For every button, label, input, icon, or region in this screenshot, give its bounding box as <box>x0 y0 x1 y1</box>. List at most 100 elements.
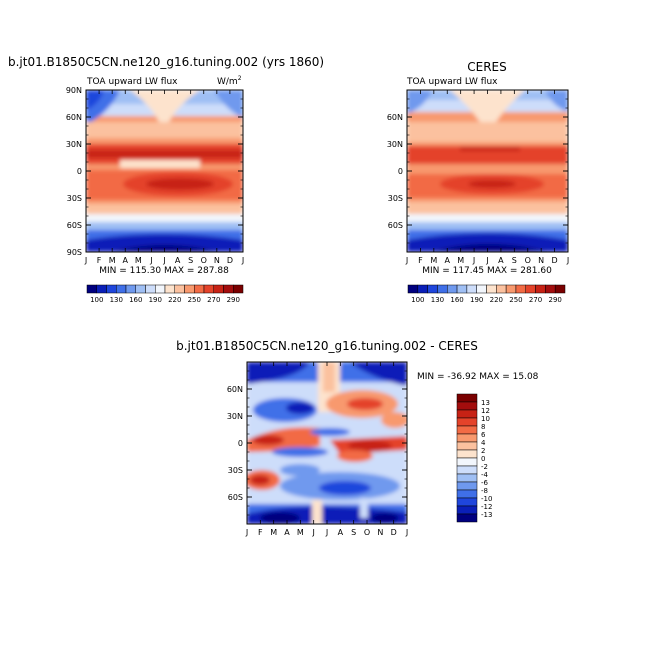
x-tick-label: A <box>123 256 129 265</box>
colorbar-swatch <box>456 393 478 403</box>
panel-difference: b.jt01.B1850C5CN.ne120_g16.tuning.002 - … <box>176 339 539 537</box>
x-tick-label: A <box>175 256 181 265</box>
colorbar-swatch <box>456 513 478 523</box>
x-tick-label: J <box>162 256 165 265</box>
x-tick-label: J <box>485 256 488 265</box>
panel-model-units: W/m2 <box>217 75 242 87</box>
x-tick-label: J <box>405 528 408 537</box>
colorbar-swatch <box>456 497 478 507</box>
x-tick-label: A <box>498 256 504 265</box>
y-tick-label: 0 <box>238 439 243 448</box>
x-tick-label: N <box>214 256 220 265</box>
panel-model-stats: MIN = 115.30 MAX = 287.88 <box>99 266 229 276</box>
colorbar-swatch <box>545 284 556 294</box>
x-tick-label: O <box>364 528 370 537</box>
colorbar-label: 100 <box>90 296 103 304</box>
y-tick-label: 60S <box>228 493 243 502</box>
y-tick-label: 30S <box>388 194 403 203</box>
colorbar-label: 130 <box>431 296 444 304</box>
colorbar-swatch <box>233 284 244 294</box>
x-tick-label: F <box>97 256 102 265</box>
y-tick-label: 0 <box>398 167 403 176</box>
colorbar-swatch <box>525 284 536 294</box>
colorbar-swatch <box>496 284 507 294</box>
colorbar-label: -12 <box>481 503 492 511</box>
colorbar-label: 8 <box>481 423 485 431</box>
colorbar-label: 220 <box>490 296 503 304</box>
colorbar-label: 220 <box>168 296 181 304</box>
colorbar-label: 10 <box>481 415 490 423</box>
colorbar-label: 250 <box>188 296 201 304</box>
y-tick-label: 60S <box>67 221 82 230</box>
y-tick-label: 30S <box>67 194 82 203</box>
colorbar-swatch <box>427 284 438 294</box>
colorbar-label: 4 <box>481 439 486 447</box>
colorbar-swatch <box>554 284 566 294</box>
colorbar-swatch <box>213 284 224 294</box>
colorbar-label: 130 <box>110 296 123 304</box>
colorbar-swatch <box>505 284 517 294</box>
y-tick-label: 30N <box>387 140 403 149</box>
colorbar-swatch <box>456 409 478 419</box>
x-tick-label: J <box>84 256 87 265</box>
y-tick-label: 30N <box>227 412 243 421</box>
x-tick-label: M <box>297 528 304 537</box>
colorbar-label: 160 <box>450 296 463 304</box>
colorbar-swatch <box>456 481 478 491</box>
panel-model-colorbar: 100 130 160 190 220 250 270 290 <box>86 284 244 304</box>
colorbar-label: -8 <box>481 487 488 495</box>
colorbar-swatch <box>437 284 448 294</box>
x-tick-label: M <box>135 256 142 265</box>
x-tick-label: A <box>445 256 451 265</box>
colorbar-label: 12 <box>481 407 490 415</box>
x-tick-label: S <box>351 528 356 537</box>
x-tick-label: J <box>245 528 248 537</box>
colorbar-swatch <box>164 284 175 294</box>
x-tick-label: O <box>201 256 207 265</box>
colorbar-swatch <box>456 441 478 451</box>
y-tick-label: 90S <box>67 248 82 257</box>
x-tick-label: J <box>149 256 152 265</box>
x-tick-label: J <box>472 256 475 265</box>
x-tick-label: N <box>538 256 544 265</box>
colorbar-swatch <box>86 284 97 294</box>
panel-ceres-stats: MIN = 117.45 MAX = 281.60 <box>422 266 552 276</box>
y-tick-label: 0 <box>77 167 82 176</box>
panel-model-title: b.jt01.B1850C5CN.ne120_g16.tuning.002 (y… <box>8 55 324 69</box>
panel-difference-field <box>247 362 407 524</box>
colorbar-swatch <box>456 449 478 459</box>
colorbar-swatch <box>535 284 546 294</box>
colorbar-label: 2 <box>481 447 485 455</box>
colorbar-label: 250 <box>509 296 522 304</box>
x-tick-label: J <box>325 528 328 537</box>
x-tick-label: S <box>512 256 517 265</box>
y-tick-label: 60N <box>66 113 82 122</box>
x-tick-label: J <box>566 256 569 265</box>
x-tick-label: D <box>551 256 557 265</box>
colorbar-swatch <box>456 425 478 435</box>
colorbar-swatch <box>106 284 117 294</box>
y-tick-label: 60S <box>388 221 403 230</box>
x-tick-label: F <box>418 256 423 265</box>
colorbar-swatch <box>456 465 478 475</box>
colorbar-label: 290 <box>227 296 240 304</box>
colorbar-swatch <box>456 457 478 467</box>
x-tick-label: D <box>227 256 233 265</box>
x-tick-label: F <box>258 528 263 537</box>
colorbar-swatch <box>447 284 458 294</box>
y-tick-label: 30S <box>228 466 243 475</box>
colorbar-label: 6 <box>481 431 486 439</box>
colorbar-label: 13 <box>481 399 490 407</box>
colorbar-swatch <box>456 433 478 443</box>
panel-ceres-title: CERES <box>467 60 507 74</box>
panel-difference-stats: MIN = -36.92 MAX = 15.08 <box>417 372 539 382</box>
panel-model-subtitle: TOA upward LW flux <box>86 77 178 87</box>
x-tick-label: M <box>457 256 464 265</box>
panel-model-field <box>86 90 243 252</box>
x-tick-label: J <box>311 528 314 537</box>
y-tick-label: 60N <box>387 113 403 122</box>
colorbar-swatch <box>135 284 146 294</box>
